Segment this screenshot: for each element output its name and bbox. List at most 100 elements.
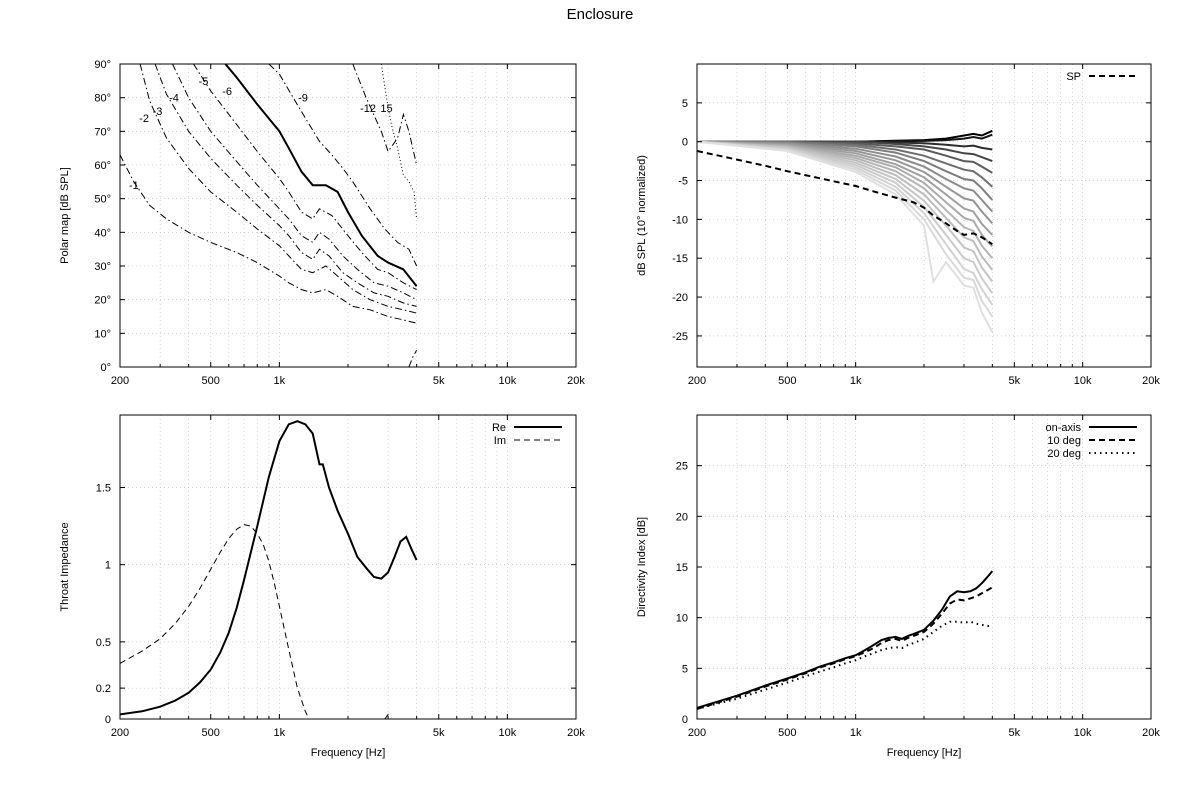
y-tick-label: 10: [676, 613, 688, 625]
y-tick-label: 20°: [94, 295, 111, 307]
contour-line: [268, 64, 418, 267]
y-tick-label: 0: [682, 714, 688, 726]
polar-curve: [697, 140, 994, 333]
x-tick-label: 10k: [498, 727, 516, 739]
x-tick-label: 5k: [1009, 375, 1021, 387]
x-tick-label: 1k: [850, 727, 862, 739]
contour-line: [120, 154, 417, 324]
polar-curve: [697, 140, 994, 259]
polar-curve: [697, 140, 994, 283]
plot-frame: [119, 63, 577, 368]
grid: [120, 64, 576, 367]
y-tick-label: 80°: [94, 93, 111, 105]
x-tick-label: 5k: [433, 727, 445, 739]
y-tick-label: -20: [672, 292, 688, 304]
x-tick-label: 5k: [1009, 727, 1021, 739]
y-tick-label: 0.5: [96, 637, 111, 649]
y-tick-label: 1: [105, 560, 111, 572]
contour-line: [224, 64, 418, 287]
y-tick-label: 15: [676, 562, 688, 574]
y-axis-label: Throat Impedance: [59, 522, 71, 611]
plot-frame: [696, 63, 1152, 368]
plot-area: [120, 420, 418, 719]
polar-curve: [697, 140, 994, 224]
normalized-spl-chart: 200 500 1k 5k 10k 20k -25 -20 -15 -10 -5 0 5 dB SPL (…: [636, 63, 1160, 387]
polar-curve: [697, 140, 994, 213]
y-tick-label: 90°: [94, 59, 111, 71]
contour-line: [408, 349, 418, 367]
contour-line: [380, 64, 418, 219]
y-tick-label: 0.2: [96, 683, 111, 695]
x-axis-label: Frequency [Hz]: [887, 747, 962, 759]
x-tick-label: 500: [202, 375, 220, 387]
legend-label: Im: [494, 435, 506, 447]
y-tick-label: 30°: [94, 261, 111, 273]
x-tick-label: 20k: [1142, 375, 1160, 387]
legend-label: 20 deg: [1047, 448, 1081, 460]
polar-curve: [697, 140, 994, 318]
x-tick-label: 20k: [567, 727, 585, 739]
series-line: [120, 524, 310, 719]
x-tick-label: 1k: [274, 375, 286, 387]
contour-label: -5: [199, 76, 209, 88]
y-tick-label: 0°: [100, 362, 111, 374]
y-tick-label: 1.5: [96, 483, 111, 495]
figure-title: Enclosure: [566, 6, 634, 23]
legend-label: Re: [492, 422, 506, 434]
contour-label: -4: [169, 93, 179, 105]
grid: [697, 415, 1151, 719]
x-tick-label: 1k: [274, 727, 286, 739]
polar-map-chart: -1 -2 -3 -4 -5 -6 -9 -12 15 200 500 1k 5k 10k 20k 0° 10°…: [59, 59, 585, 387]
y-tick-label: -10: [672, 214, 688, 226]
contour-line: [172, 64, 417, 301]
directivity-index-chart: 200 500 1k 5k 10k 20k 0 5 10 15 20 25 Directivity In…: [636, 414, 1160, 759]
polar-curve: [697, 140, 994, 294]
legend-label: 10 deg: [1047, 435, 1081, 447]
y-axis-label: Directivity Index [dB]: [636, 517, 648, 617]
contour-label: -6: [222, 86, 232, 98]
grid: [697, 64, 1151, 367]
x-tick-label: 10k: [498, 375, 516, 387]
y-axis-label: dB SPL (10° normalized): [636, 155, 648, 276]
series-line: [697, 620, 993, 710]
y-tick-label: 40°: [94, 227, 111, 239]
polar-curve: [697, 140, 993, 188]
y-tick-label: -5: [678, 176, 688, 188]
series-line: [697, 570, 994, 709]
y-tick-label: -15: [672, 253, 688, 265]
contour-line: [193, 64, 417, 291]
y-axis-label: Polar map [dB SPL]: [59, 167, 71, 264]
contour-label: -2: [139, 113, 149, 125]
x-tick-label: 200: [688, 727, 706, 739]
plot-area: [120, 64, 418, 367]
plot-area: [697, 129, 994, 333]
polar-curve: [697, 140, 994, 306]
y-tick-label: 25: [676, 461, 688, 473]
legend-label: SP: [1066, 71, 1081, 83]
y-tick-label: -25: [672, 331, 688, 343]
polar-curve: [697, 140, 994, 201]
contour-label: -3: [153, 106, 163, 118]
grid: [120, 415, 576, 719]
contour-line: [154, 64, 417, 307]
y-tick-label: 50°: [94, 194, 111, 206]
contour-line: [139, 64, 417, 314]
series-line: [384, 713, 392, 719]
x-axis-label: Frequency [Hz]: [311, 747, 386, 759]
series-line: [697, 150, 993, 246]
polar-curve: [697, 140, 994, 236]
x-tick-label: 200: [111, 727, 129, 739]
y-tick-label: 70°: [94, 126, 111, 138]
x-tick-label: 500: [778, 375, 796, 387]
plot-area: [697, 570, 994, 710]
y-tick-label: 60°: [94, 160, 111, 172]
polar-curve: [697, 140, 994, 248]
y-tick-label: 10°: [94, 328, 111, 340]
y-tick-label: 0: [105, 714, 111, 726]
x-tick-label: 20k: [567, 375, 585, 387]
x-tick-label: 10k: [1074, 375, 1092, 387]
